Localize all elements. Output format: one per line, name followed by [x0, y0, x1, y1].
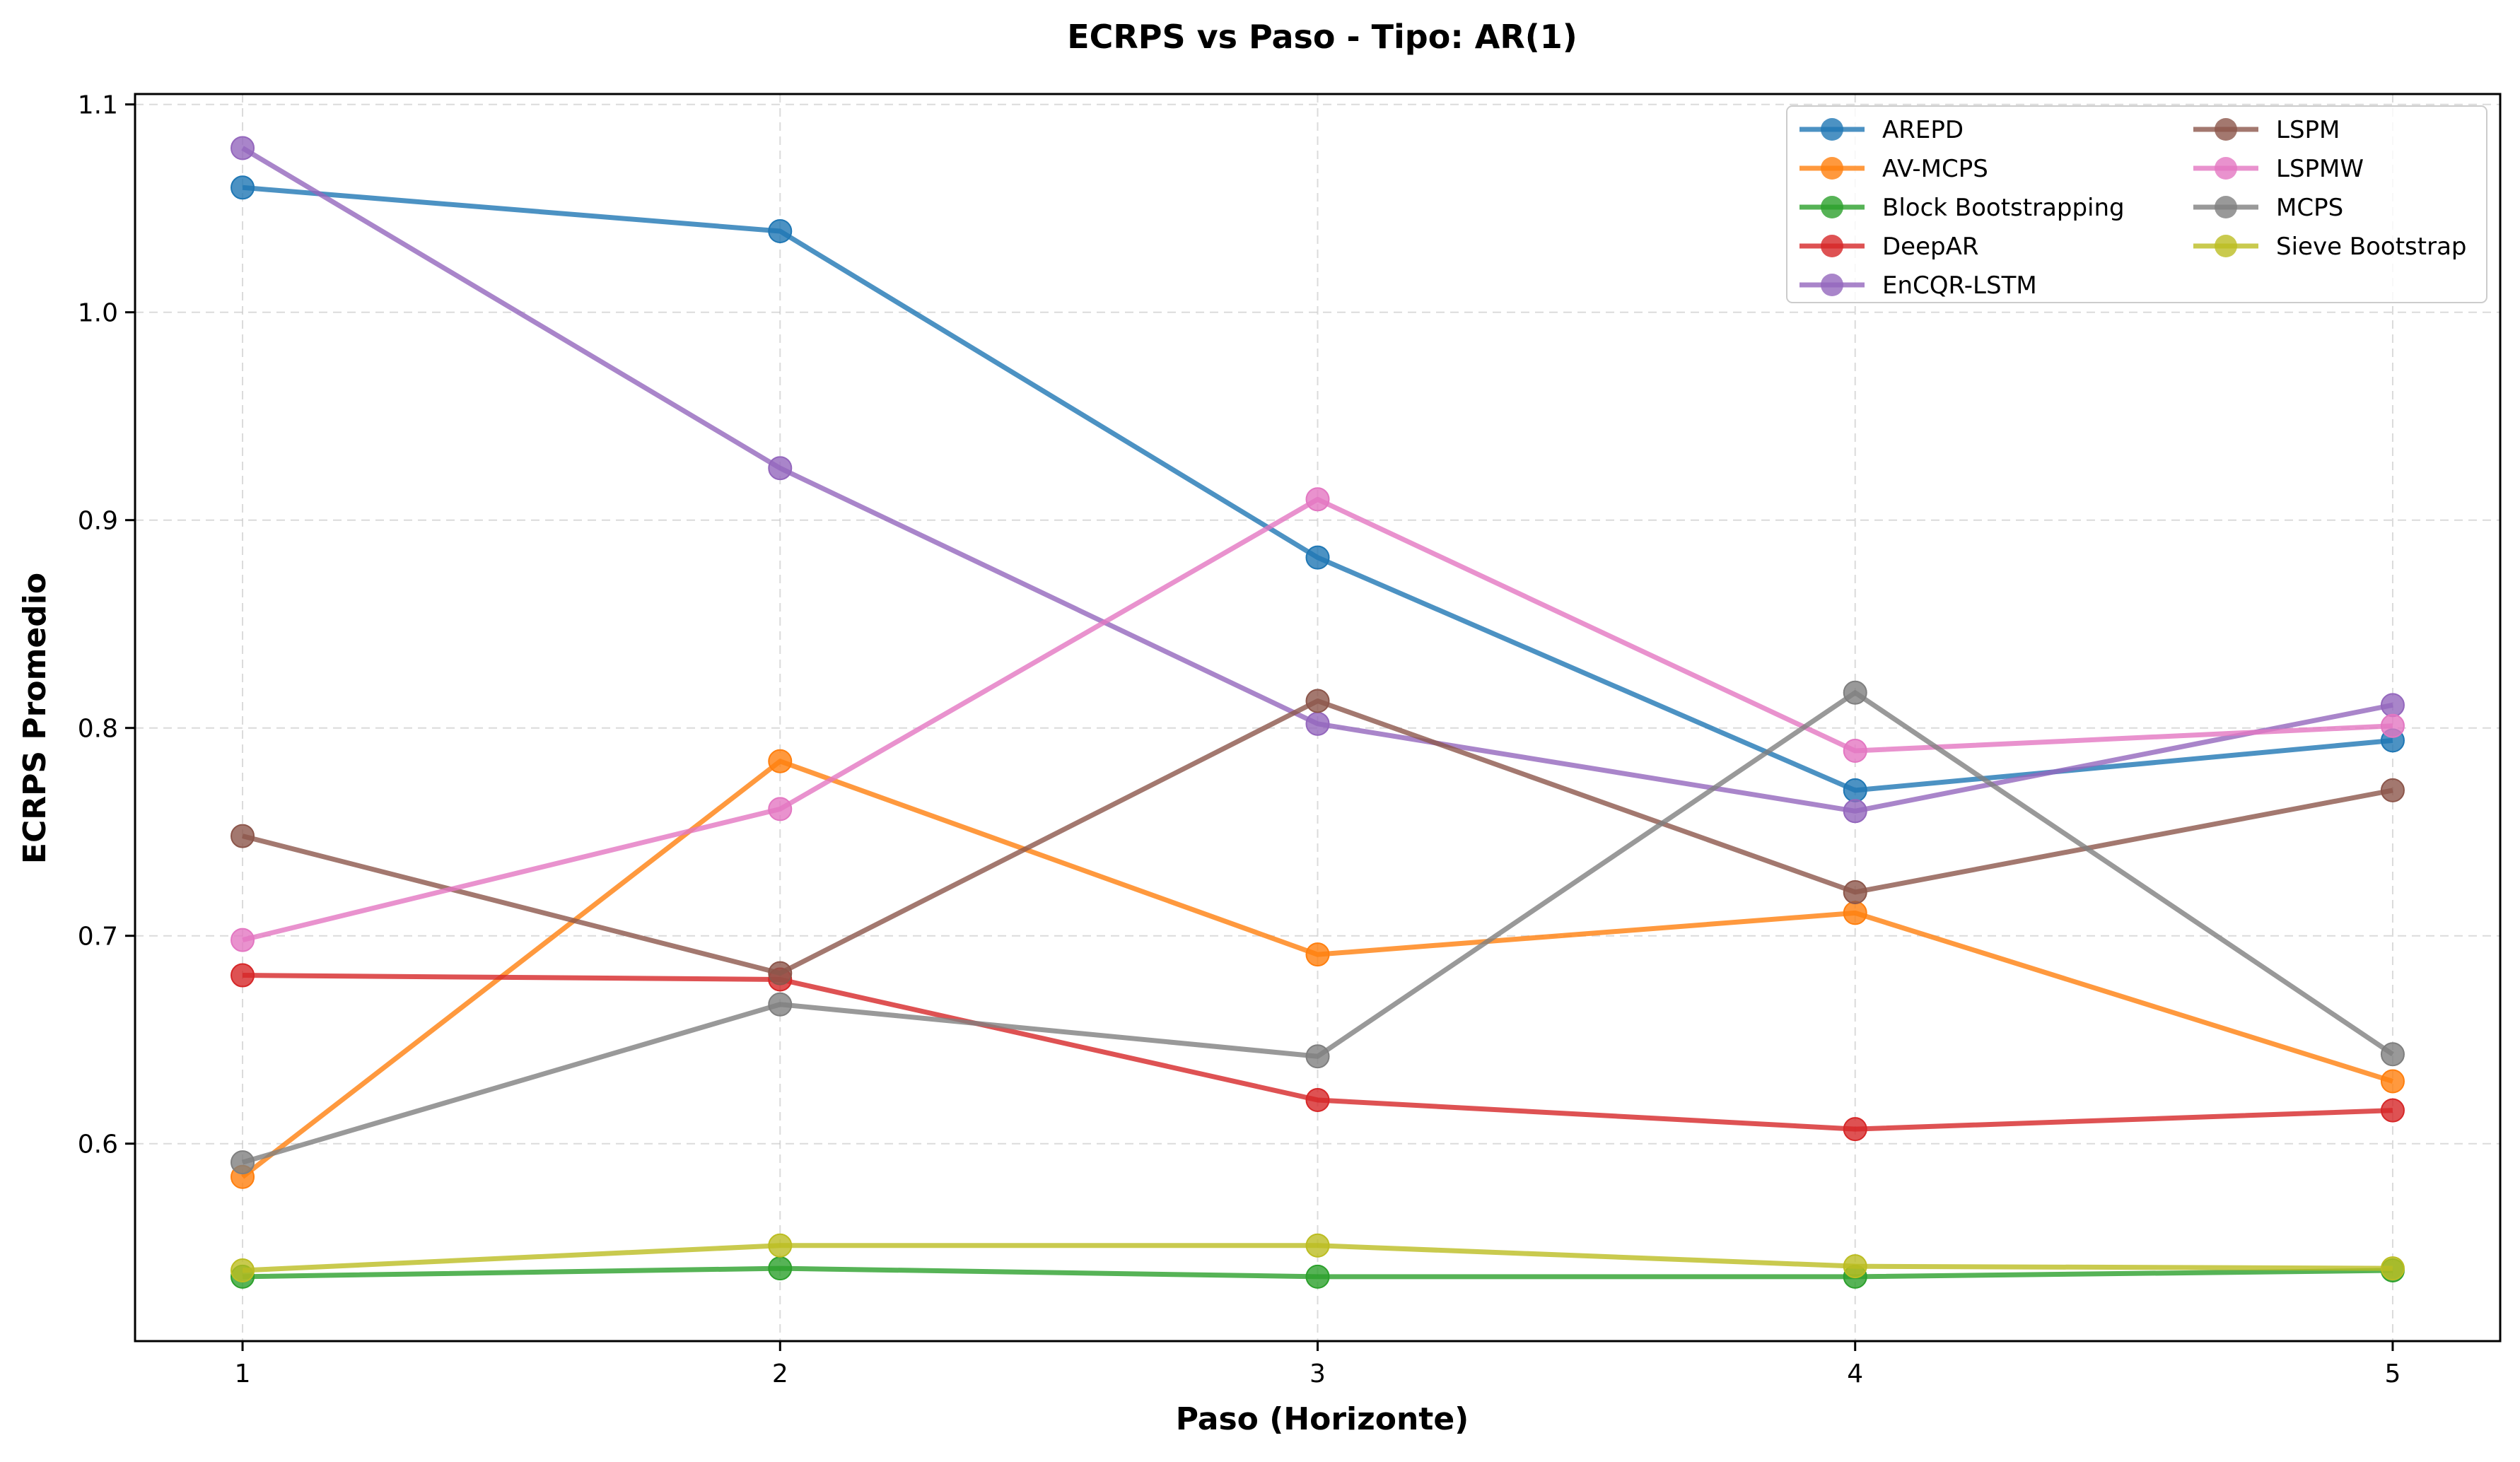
data-point-arepd: [768, 219, 793, 244]
legend-label: LSPMW: [2276, 155, 2364, 183]
data-point-deepar: [1305, 1087, 1330, 1112]
x-tick-label: 4: [1847, 1359, 1863, 1388]
legend-box: [1786, 105, 2487, 303]
data-point-mcps: [231, 1150, 255, 1175]
data-point-lspmw: [1305, 487, 1330, 512]
legend-label: AV-MCPS: [1882, 155, 1988, 183]
data-point-encqr-lstm: [1305, 711, 1330, 736]
data-point-arepd: [1843, 778, 1867, 802]
series-encqr-lstm: [231, 136, 2405, 824]
legend-swatch-marker: [2215, 196, 2237, 218]
x-tick-label: 1: [235, 1359, 251, 1388]
y-tick-label: 0.8: [78, 715, 118, 744]
data-point-lspmw: [2380, 713, 2405, 738]
data-point-block-bootstrapping: [768, 1256, 793, 1281]
y-tick-label: 0.7: [78, 923, 118, 952]
series-sieve-bootstrap: [231, 1233, 2405, 1283]
data-point-lspm: [1843, 879, 1867, 904]
legend-label: Sieve Bootstrap: [2276, 233, 2467, 261]
legend-swatch-marker: [2215, 118, 2237, 141]
legend-swatch-marker: [1821, 235, 1843, 257]
legend-entry-av-mcps: AV-MCPS: [1799, 155, 1988, 183]
legend-swatch-marker: [1821, 118, 1843, 141]
gridlines: [135, 94, 2500, 1341]
series-lspmw: [231, 487, 2405, 952]
data-point-av-mcps: [768, 749, 793, 773]
data-point-encqr-lstm: [1843, 799, 1867, 824]
x-tick-label: 3: [1309, 1359, 1326, 1388]
legend-label: EnCQR-LSTM: [1882, 271, 2037, 300]
legend-entry-lspm: LSPM: [2193, 116, 2340, 144]
legend: AREPD AV-MCPS Block Bootstrapping DeepAR EnC…: [1786, 105, 2487, 303]
data-point-sieve-bootstrap: [231, 1258, 255, 1283]
legend-entry-mcps: MCPS: [2193, 194, 2343, 222]
series-lines: [231, 136, 2405, 1289]
data-point-mcps: [1843, 680, 1867, 705]
data-point-av-mcps: [1843, 901, 1867, 925]
data-point-lspmw: [231, 928, 255, 952]
axis-ticks: 1 2 3 4 5 0.6 0.7 0.8 0.9 1.0 1.1: [78, 91, 2401, 1388]
x-tick-label: 5: [2385, 1359, 2401, 1388]
data-point-encqr-lstm: [768, 456, 793, 481]
data-point-lspmw: [1843, 739, 1867, 764]
data-point-arepd: [1305, 545, 1330, 570]
data-point-deepar: [231, 963, 255, 988]
legend-entry-lspmw: LSPMW: [2193, 155, 2364, 183]
chart-title: ECRPS vs Paso - Tipo: AR(1): [1067, 18, 1577, 56]
data-point-sieve-bootstrap: [768, 1233, 793, 1258]
legend-label: MCPS: [2276, 194, 2343, 222]
data-point-block-bootstrapping: [1305, 1264, 1330, 1289]
data-point-lspm: [2380, 778, 2405, 802]
legend-label: LSPM: [2276, 116, 2340, 144]
legend-swatch-marker: [1821, 274, 1843, 296]
y-tick-label: 0.9: [78, 507, 118, 536]
x-tick-label: 2: [772, 1359, 788, 1388]
data-point-sieve-bootstrap: [1843, 1254, 1867, 1279]
data-point-mcps: [1305, 1044, 1330, 1069]
legend-entry-encqr-lstm: EnCQR-LSTM: [1799, 271, 2037, 300]
legend-swatch-marker: [2215, 157, 2237, 180]
legend-label: AREPD: [1882, 116, 1964, 144]
data-point-mcps: [2380, 1042, 2405, 1067]
y-tick-label: 1.0: [78, 299, 118, 328]
data-point-mcps: [768, 992, 793, 1017]
data-point-encqr-lstm: [2380, 693, 2405, 718]
legend-swatch-marker: [1821, 196, 1843, 218]
legend-label: Block Bootstrapping: [1882, 194, 2125, 222]
legend-entry-block-bootstrapping: Block Bootstrapping: [1799, 194, 2125, 222]
series-lspm: [231, 689, 2405, 986]
data-point-lspm: [768, 961, 793, 986]
y-axis-label: ECRPS Promedio: [17, 573, 53, 864]
data-point-av-mcps: [1305, 942, 1330, 967]
legend-entry-deepar: DeepAR: [1799, 233, 1978, 261]
data-point-sieve-bootstrap: [2380, 1256, 2405, 1281]
legend-entry-sieve-bootstrap: Sieve Bootstrap: [2193, 233, 2467, 261]
data-point-deepar: [2380, 1098, 2405, 1123]
data-point-lspm: [1305, 689, 1330, 713]
series-mcps: [231, 680, 2405, 1175]
legend-entry-arepd: AREPD: [1799, 116, 1964, 144]
data-point-lspm: [231, 824, 255, 848]
data-point-av-mcps: [2380, 1069, 2405, 1094]
data-point-deepar: [1843, 1117, 1867, 1142]
legend-swatch-marker: [1821, 157, 1843, 180]
data-point-encqr-lstm: [231, 136, 255, 160]
data-point-lspmw: [768, 797, 793, 821]
y-tick-label: 0.6: [78, 1130, 118, 1159]
data-point-sieve-bootstrap: [1305, 1233, 1330, 1258]
y-tick-label: 1.1: [78, 91, 118, 120]
x-axis-label: Paso (Horizonte): [1176, 1401, 1469, 1437]
legend-label: DeepAR: [1882, 233, 1978, 261]
data-point-arepd: [231, 175, 255, 200]
legend-swatch-marker: [2215, 235, 2237, 257]
